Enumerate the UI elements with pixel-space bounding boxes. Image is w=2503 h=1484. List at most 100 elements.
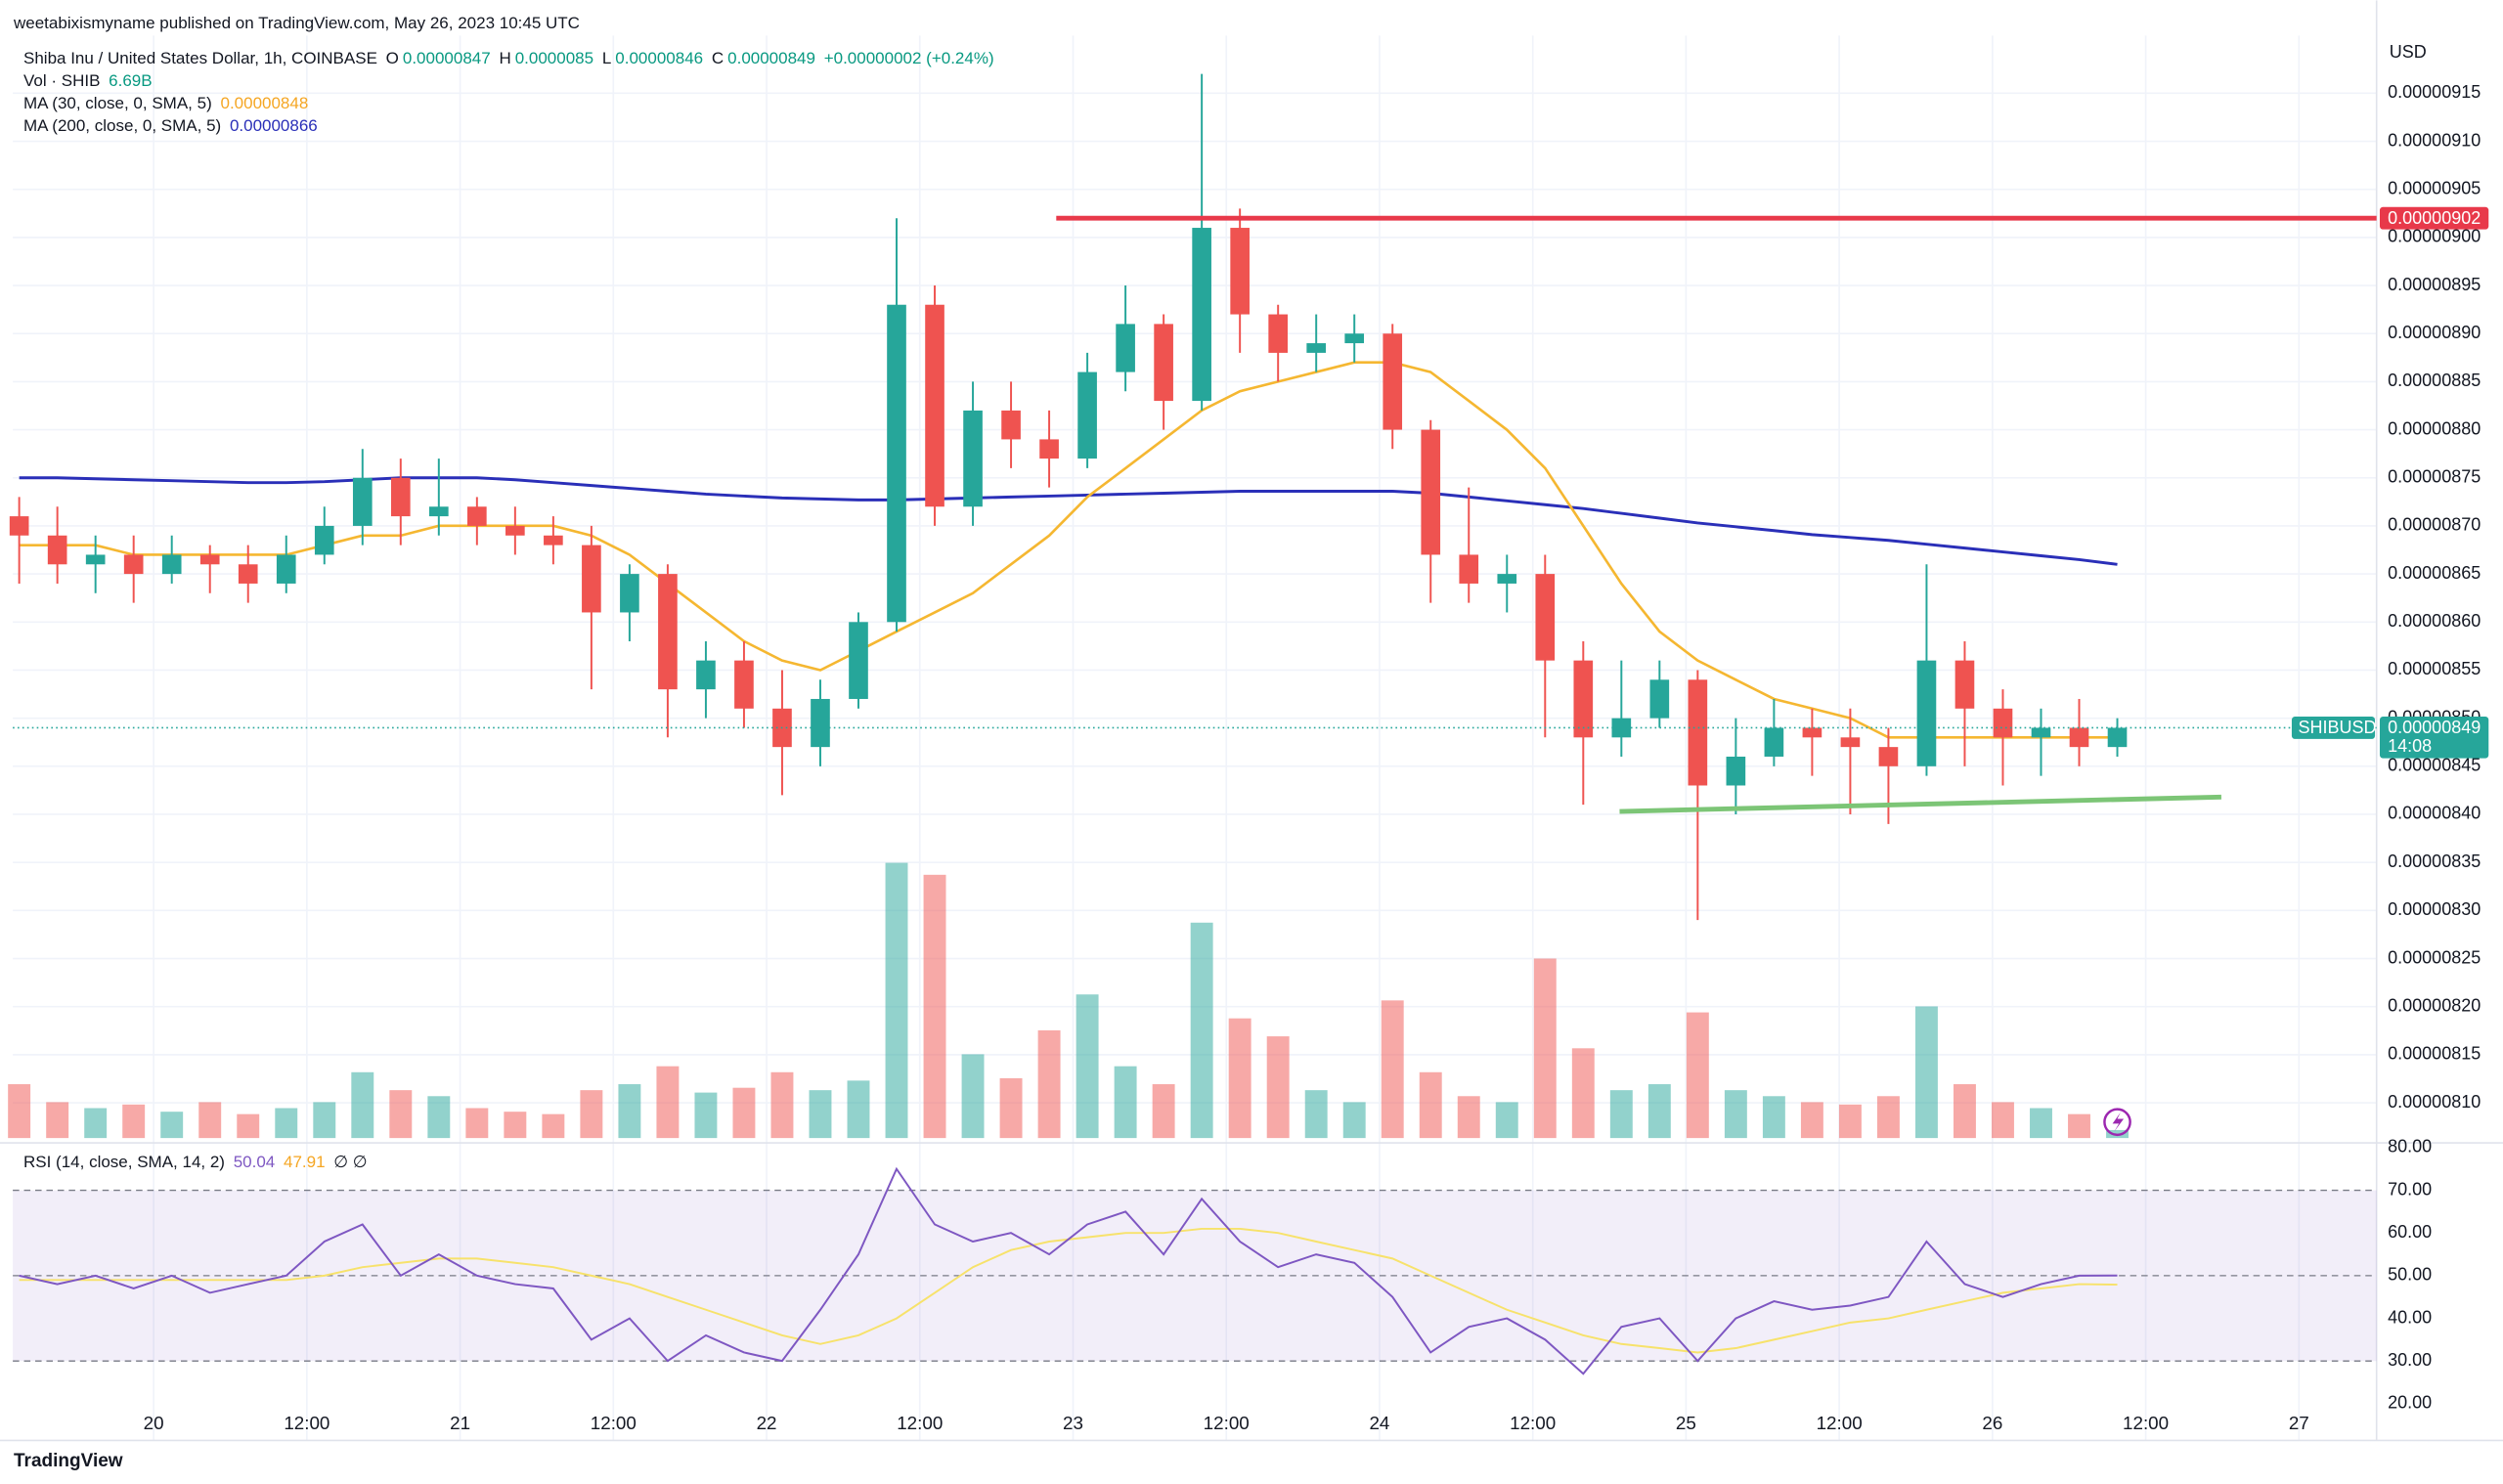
volume-bar — [961, 1054, 985, 1139]
volume-bar — [122, 1104, 146, 1139]
x-tick-label: 21 — [450, 1413, 470, 1433]
volume-bar — [1609, 1090, 1633, 1139]
candle-body — [582, 545, 601, 613]
candle-body — [1688, 679, 1708, 786]
y-tick-label: 0.00000810 — [2388, 1092, 2481, 1112]
candle-body — [352, 477, 373, 526]
y-tick-label: 0.00000825 — [2388, 947, 2481, 967]
volume-bar — [351, 1071, 374, 1139]
x-tick-label: 12:00 — [897, 1413, 943, 1433]
y-tick-label: 0.00000855 — [2388, 659, 2481, 678]
countdown: 14:08 — [2388, 736, 2432, 756]
volume-bar — [1114, 1066, 1137, 1139]
icon — [2112, 1112, 2125, 1132]
rsi-tick-label: 70.00 — [2388, 1179, 2432, 1199]
volume-bar — [2030, 1108, 2052, 1139]
candle-body — [1916, 660, 1937, 766]
x-tick-label: 12:00 — [284, 1413, 329, 1433]
candle-body — [811, 698, 830, 748]
h-value: 0.0000085 — [514, 49, 594, 67]
y-tick-label: 0.00000865 — [2388, 563, 2481, 583]
volume-bar — [1266, 1036, 1290, 1139]
volume-bar — [1419, 1071, 1442, 1139]
rsi-ma-value: 47.91 — [283, 1153, 326, 1171]
rsi-tick-label: 80.00 — [2388, 1137, 2432, 1157]
rsi-name: RSI (14, close, SMA, 14, 2) — [23, 1153, 225, 1171]
volume-bar — [732, 1087, 756, 1139]
title: Shiba Inu / United States Dollar, 1h, CO… — [23, 49, 377, 67]
change: +0.00000002 (+0.24%) — [823, 49, 994, 67]
x-tick-label: 20 — [144, 1413, 164, 1433]
candle-body — [658, 574, 678, 690]
candle-body — [696, 660, 716, 690]
y-tick-label: 0.00000860 — [2388, 611, 2481, 631]
y-tick-label: 0.00000890 — [2388, 323, 2481, 342]
candle-body — [428, 506, 449, 517]
x-tick-label: 27 — [2289, 1413, 2309, 1433]
legend-ma200: MA (200, close, 0, SMA, 5) 0.00000866 — [23, 116, 322, 136]
x-tick-label: 22 — [757, 1413, 777, 1433]
y-tick-label: 0.00000905 — [2388, 178, 2481, 197]
vol-value: 6.69B — [109, 71, 153, 90]
volume-bar — [1533, 958, 1557, 1139]
legend-vol: Vol · SHIB 6.69B — [23, 71, 156, 91]
candle-body — [47, 535, 67, 565]
y-tick-label: 0.00000915 — [2388, 82, 2481, 102]
x-tick-label: 26 — [1982, 1413, 2002, 1433]
volume-bar — [275, 1108, 298, 1139]
x-tick-label: 24 — [1369, 1413, 1389, 1433]
y-tick-label: 0.00000895 — [2388, 275, 2481, 294]
candle-body — [1535, 574, 1556, 661]
candle-body — [925, 304, 944, 507]
volume-bar — [1037, 1029, 1061, 1139]
volume-bar — [427, 1096, 451, 1139]
volume-bar — [1571, 1048, 1595, 1139]
volume-bar — [1724, 1090, 1747, 1139]
legend-ma30: MA (30, close, 0, SMA, 5) 0.00000848 — [23, 94, 312, 113]
ma30-value: 0.00000848 — [220, 94, 309, 112]
candle-body — [1954, 660, 1975, 709]
candle-body — [1840, 737, 1861, 748]
candle-body — [314, 525, 334, 555]
volume-bar — [198, 1102, 222, 1139]
l-label: L — [601, 49, 612, 67]
candle-body — [1230, 228, 1250, 315]
candle-body — [1192, 228, 1211, 402]
resistance-tag — [2379, 206, 2489, 230]
candle-body — [963, 410, 983, 507]
candle-body — [9, 516, 29, 536]
y-tick-label: 0.00000885 — [2388, 371, 2481, 390]
rsi-line — [19, 1166, 2118, 1375]
symbol-label: SHIBUSD — [2298, 718, 2376, 737]
candle-body — [1573, 660, 1594, 738]
volume-bar — [656, 1066, 680, 1139]
candle-body — [238, 564, 258, 584]
volume-bar — [1076, 994, 1099, 1139]
candle-body — [1383, 333, 1403, 430]
x-tick-label: 23 — [1063, 1413, 1083, 1433]
h-label: H — [499, 49, 511, 67]
price-label: 0.00000849 — [2388, 718, 2481, 737]
rsi-value: 50.04 — [233, 1153, 276, 1171]
candle-body — [199, 554, 220, 565]
vol-name: Vol · SHIB — [23, 71, 101, 90]
y-tick-label: 0.00000840 — [2388, 804, 2481, 823]
candle-body — [887, 304, 906, 623]
legend-main: Shiba Inu / United States Dollar, 1h, CO… — [23, 49, 998, 68]
candle-body — [276, 554, 296, 584]
volume-bar — [1992, 1102, 2014, 1139]
volume-bar — [1838, 1104, 1862, 1139]
rsi-tick-label: 20.00 — [2388, 1393, 2432, 1413]
candle-body — [390, 477, 411, 517]
candle-body — [1878, 747, 1899, 766]
volume-bar — [694, 1092, 718, 1139]
o-label: O — [385, 49, 399, 67]
volume-bar — [1954, 1084, 1976, 1139]
volume-bar — [542, 1113, 565, 1139]
support-line — [1619, 794, 2221, 814]
x-tick-label: 12:00 — [1817, 1413, 1863, 1433]
candle-body — [123, 554, 144, 575]
y-tick-label: 0.00000830 — [2388, 899, 2481, 919]
volume-bar — [1228, 1018, 1252, 1139]
